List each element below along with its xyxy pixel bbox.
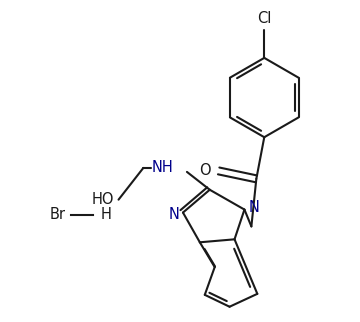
Text: NH: NH xyxy=(151,160,173,175)
Text: H: H xyxy=(101,207,112,222)
Text: O: O xyxy=(199,163,211,178)
Text: N: N xyxy=(168,207,179,222)
Text: Cl: Cl xyxy=(257,11,271,26)
Text: N: N xyxy=(248,200,259,215)
Text: HO: HO xyxy=(92,192,114,207)
Text: Br: Br xyxy=(49,207,65,222)
